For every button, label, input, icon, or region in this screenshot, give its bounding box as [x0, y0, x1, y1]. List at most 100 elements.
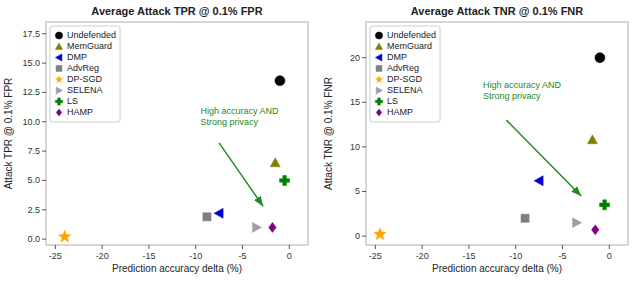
annotation-arrow [506, 120, 581, 196]
x-tick [148, 245, 149, 249]
y-tick-label: 20 [350, 53, 360, 63]
subplot: -25-20-15-10-5005101520Average Attack TN… [323, 5, 628, 274]
y-tick-label: 10 [350, 142, 360, 152]
x-tick-label: -5 [238, 251, 246, 261]
legend-label: DMP [67, 52, 87, 62]
subplot: -25-20-15-10-500.02.55.07.510.012.515.01… [3, 5, 308, 274]
legend-symbol [55, 98, 62, 105]
scatter-point [269, 222, 277, 232]
x-tick [375, 245, 376, 249]
y-tick [362, 102, 366, 103]
x-tick [55, 245, 56, 249]
annotation-line: High accuracy AND [200, 106, 279, 116]
y-axis-label: Attack TPR @ 0.1% FPR [3, 78, 14, 190]
annotation-arrow [219, 143, 263, 206]
legend-symbol [375, 43, 382, 49]
legend-symbol [56, 76, 63, 83]
legend-item: DMP [55, 52, 87, 62]
x-axis-label: Prediction accuracy delta (%) [112, 263, 242, 274]
legend-symbol [375, 32, 382, 39]
x-tick-label: -15 [462, 251, 475, 261]
plot-frame [46, 22, 308, 245]
legend-item: Undefended [375, 30, 436, 40]
scatter-point [374, 228, 386, 240]
y-tick-label: 10.0 [22, 117, 40, 127]
x-tick [195, 245, 196, 249]
legend-label: MemGuard [67, 41, 112, 51]
legend-symbol [376, 76, 383, 83]
legend: UndefendedMemGuardDMPAdvRegDP-SGDSELENAL… [50, 26, 120, 122]
y-tick-label: 5.0 [27, 175, 40, 185]
scatter-point [275, 76, 285, 86]
y-tick [42, 151, 46, 152]
y-tick [42, 121, 46, 122]
x-tick [289, 245, 290, 249]
y-tick [42, 239, 46, 240]
x-tick [609, 245, 610, 249]
legend-symbol [376, 66, 382, 72]
x-tick [468, 245, 469, 249]
y-tick-label: 2.5 [27, 205, 40, 215]
legend-label: SELENA [67, 85, 103, 95]
scatter-point [214, 208, 223, 218]
scatter-point [521, 214, 529, 222]
legend-label: HAMP [387, 107, 413, 117]
legend-label: Undefended [387, 30, 436, 40]
legend-label: LS [67, 96, 78, 106]
scatter-point [587, 135, 597, 144]
legend-item: DP-SGD [56, 74, 103, 84]
legend-label: SELENA [387, 85, 423, 95]
legend-symbol [56, 66, 62, 72]
scatter-point [280, 175, 290, 185]
legend-item: LS [55, 96, 78, 106]
legend-label: HAMP [67, 107, 93, 117]
legend-label: MemGuard [387, 41, 432, 51]
legend-item: HAMP [376, 107, 413, 117]
y-axis-label: Attack TNR @ 0.1% FNR [323, 77, 334, 190]
annotation-text: High accuracy ANDStrong privacy [200, 106, 279, 127]
x-tick-label: 0 [287, 251, 292, 261]
plot-area [374, 53, 610, 240]
y-tick-label: 15 [350, 97, 360, 107]
x-axis-label: Prediction accuracy delta (%) [432, 263, 562, 274]
plot-frame [366, 22, 628, 245]
legend-symbol [55, 32, 62, 39]
scatter-point [595, 53, 605, 63]
legend-symbol [56, 87, 62, 94]
x-tick-label: 0 [607, 251, 612, 261]
legend-label: DP-SGD [67, 74, 103, 84]
legend-item: MemGuard [375, 41, 432, 51]
scatter-point [270, 158, 280, 167]
y-tick [362, 57, 366, 58]
legend-symbol [375, 98, 382, 105]
legend-item: LS [375, 96, 398, 106]
legend-label: DMP [387, 52, 407, 62]
legend-item: SELENA [56, 85, 102, 95]
annotation-text: High accuracy ANDStrong privacy [483, 80, 562, 101]
annotation-line: Strong privacy [200, 117, 258, 127]
x-tick [242, 245, 243, 249]
legend-label: Undefended [67, 30, 116, 40]
scatter-point [600, 200, 610, 210]
x-tick [515, 245, 516, 249]
legend-item: AdvReg [376, 63, 419, 73]
legend-symbol [56, 109, 61, 116]
legend-label: LS [387, 96, 398, 106]
legend-box [50, 26, 120, 122]
legend-label: AdvReg [67, 63, 99, 73]
legend-item: MemGuard [55, 41, 112, 51]
chart-canvas: -25-20-15-10-500.02.55.07.510.012.515.01… [0, 0, 640, 281]
legend-symbol [375, 54, 381, 61]
annotation-line: Strong privacy [483, 91, 541, 101]
scatter-point [573, 218, 582, 228]
chart-title: Average Attack TPR @ 0.1% FPR [91, 5, 262, 17]
legend-label: DP-SGD [387, 74, 423, 84]
legend: UndefendedMemGuardDMPAdvRegDP-SGDSELENAL… [370, 26, 440, 122]
x-tick-label: -10 [509, 251, 522, 261]
legend-item: DP-SGD [376, 74, 423, 84]
legend-item: HAMP [56, 107, 93, 117]
y-tick-label: 5 [355, 186, 360, 196]
legend-symbol [376, 109, 381, 116]
annotation-line: High accuracy AND [483, 80, 562, 90]
x-tick [422, 245, 423, 249]
